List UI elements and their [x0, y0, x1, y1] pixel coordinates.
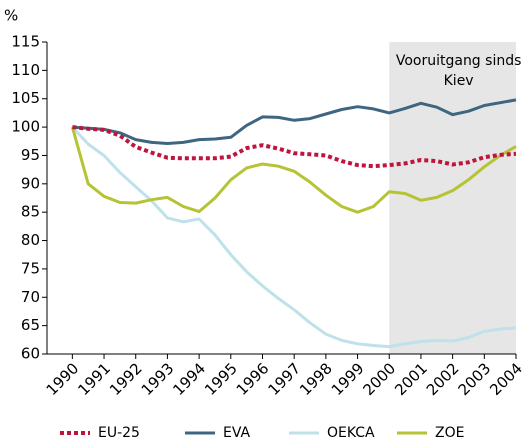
y-tick-label: 100 [11, 118, 40, 136]
y-tick-label: 110 [11, 61, 40, 79]
annotation: Kiev [444, 73, 474, 89]
legend-label: EU-25 [98, 425, 140, 441]
x-tick-label: 1994 [169, 359, 209, 399]
y-axis-label: % [4, 7, 18, 25]
y-tick-label: 105 [11, 89, 40, 107]
x-tick-label: 1997 [264, 359, 304, 399]
legend-label: EVA [223, 425, 251, 441]
y-tick-label: 60 [21, 345, 40, 363]
line-series [71, 126, 517, 349]
y-tick-label: 80 [21, 231, 40, 249]
x-tick-label: 1995 [201, 359, 241, 399]
legend-label: ZOE [435, 425, 464, 441]
x-tick-label: 1992 [106, 359, 146, 399]
y-tick-label: 65 [21, 316, 40, 334]
x-tick-label: 1998 [296, 359, 336, 399]
legend-label: OEKCA [327, 425, 375, 441]
x-tick-label: 1996 [233, 359, 273, 399]
x-tick-label: 2001 [391, 359, 431, 399]
y-tick-label: 115 [11, 33, 40, 51]
line-series [70, 126, 517, 214]
annotation: Vooruitgang sinds [396, 53, 522, 69]
y-tick-label: 85 [21, 203, 40, 221]
x-tick-label: 1990 [43, 359, 83, 399]
x-tick-label: 2000 [360, 359, 400, 399]
y-tick-label: 70 [21, 288, 40, 306]
y-tick-label: 90 [21, 174, 40, 192]
x-tick-label: 1999 [328, 359, 368, 399]
line-series [72, 125, 517, 169]
x-tick-label: 1993 [138, 359, 178, 399]
line-series [72, 98, 517, 145]
x-tick-label: 1991 [74, 359, 114, 399]
y-tick-label: 95 [21, 146, 40, 164]
x-tick-label: 2004 [486, 359, 526, 399]
shaded-period [389, 42, 516, 354]
y-tick-label: 75 [21, 259, 40, 277]
x-tick-label: 2002 [423, 359, 463, 399]
x-tick-label: 2003 [455, 359, 495, 399]
